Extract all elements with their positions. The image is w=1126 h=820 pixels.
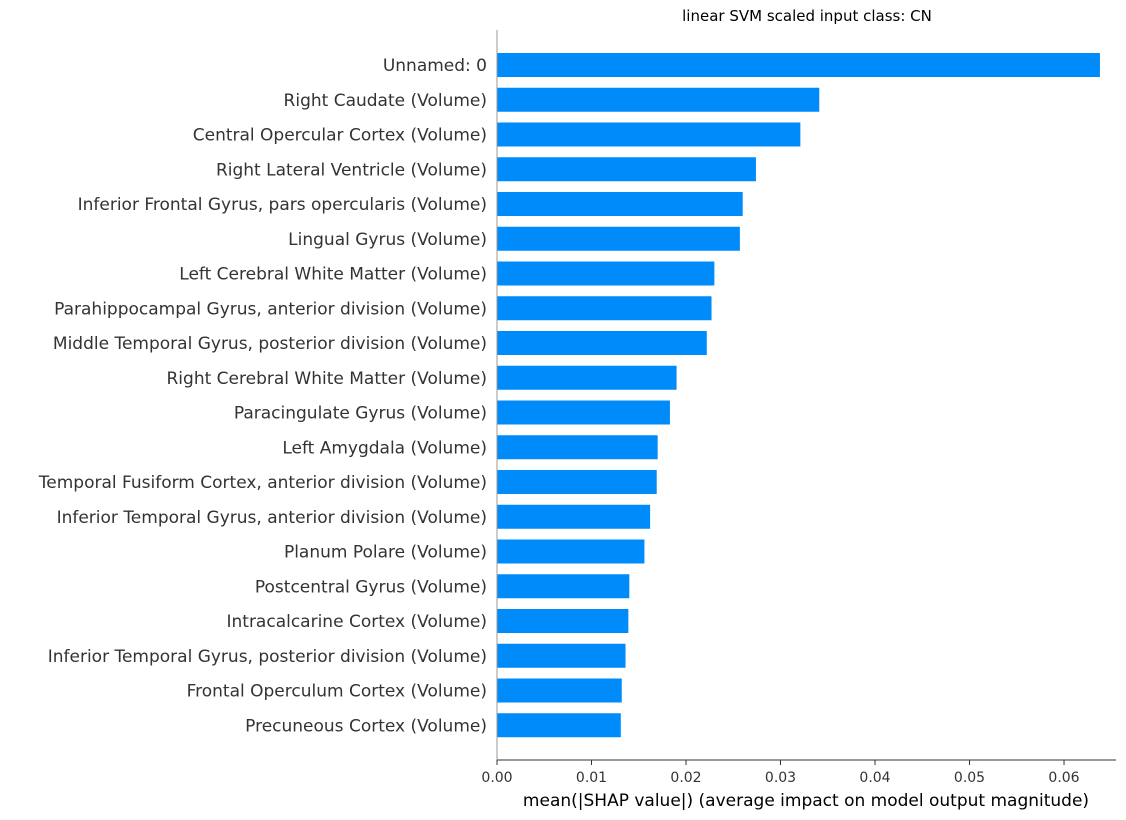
category-label-3: Right Lateral Ventricle (Volume)	[216, 160, 487, 180]
chart-title: linear SVM scaled input class: CN	[682, 7, 932, 25]
category-label-4: Inferior Frontal Gyrus, pars opercularis…	[78, 195, 487, 215]
category-label-13: Inferior Temporal Gyrus, anterior divisi…	[57, 508, 487, 528]
category-label-1: Right Caudate (Volume)	[284, 91, 487, 111]
category-label-12: Temporal Fusiform Cortex, anterior divis…	[38, 473, 487, 493]
category-label-7: Parahippocampal Gyrus, anterior division…	[54, 299, 487, 319]
category-labels: Unnamed: 0 Right Caudate (Volume) Central …	[38, 56, 487, 736]
bar-4	[497, 192, 743, 216]
category-label-6: Left Cerebral White Matter (Volume)	[179, 265, 487, 285]
category-label-15: Postcentral Gyrus (Volume)	[255, 577, 487, 597]
bar-9	[497, 365, 677, 390]
bar-11	[497, 435, 658, 460]
x-tick-label-6: 0.06	[1048, 770, 1079, 786]
bar-13	[497, 504, 651, 529]
x-tick-label-4: 0.04	[859, 770, 890, 786]
bars-group	[497, 53, 1100, 738]
bar-3	[497, 157, 756, 182]
x-tick-label-0: 0.00	[481, 770, 512, 786]
bar-1	[497, 87, 820, 112]
bar-12	[497, 470, 657, 494]
bar-17	[497, 643, 626, 668]
category-label-16: Intracalcarine Cortex (Volume)	[226, 612, 487, 632]
x-axis-ticks: 0.00 0.01 0.02 0.03 0.04 0.05 0.06	[481, 760, 1080, 786]
bar-18	[497, 678, 622, 703]
x-tick-label-3: 0.03	[765, 770, 796, 786]
category-label-2: Central Opercular Cortex (Volume)	[193, 126, 487, 146]
x-axis-label: mean(|SHAP value|) (average impact on mo…	[523, 791, 1089, 811]
category-label-11: Left Amygdala (Volume)	[282, 438, 487, 458]
bar-8	[497, 331, 707, 355]
x-tick-label-2: 0.02	[670, 770, 701, 786]
category-label-9: Right Cerebral White Matter (Volume)	[167, 369, 488, 389]
bar-5	[497, 226, 740, 251]
bar-19	[497, 713, 621, 738]
x-tick-label-1: 0.01	[576, 770, 607, 786]
category-label-14: Planum Polare (Volume)	[284, 543, 487, 563]
category-label-10: Paracingulate Gyrus (Volume)	[234, 404, 487, 424]
category-label-19: Precuneous Cortex (Volume)	[245, 716, 487, 736]
category-label-5: Lingual Gyrus (Volume)	[288, 230, 487, 250]
category-label-0: Unnamed: 0	[383, 56, 487, 76]
category-label-18: Frontal Operculum Cortex (Volume)	[187, 682, 487, 702]
bar-16	[497, 609, 629, 633]
category-label-17: Inferior Temporal Gyrus, posterior divis…	[48, 647, 487, 667]
bar-6	[497, 261, 715, 286]
bar-15	[497, 574, 630, 599]
bar-2	[497, 122, 801, 147]
bar-7	[497, 296, 712, 321]
bar-0	[497, 53, 1100, 77]
bar-10	[497, 400, 670, 425]
x-tick-label-5: 0.05	[954, 770, 985, 786]
category-label-8: Middle Temporal Gyrus, posterior divisio…	[53, 334, 487, 354]
bar-14	[497, 539, 645, 564]
